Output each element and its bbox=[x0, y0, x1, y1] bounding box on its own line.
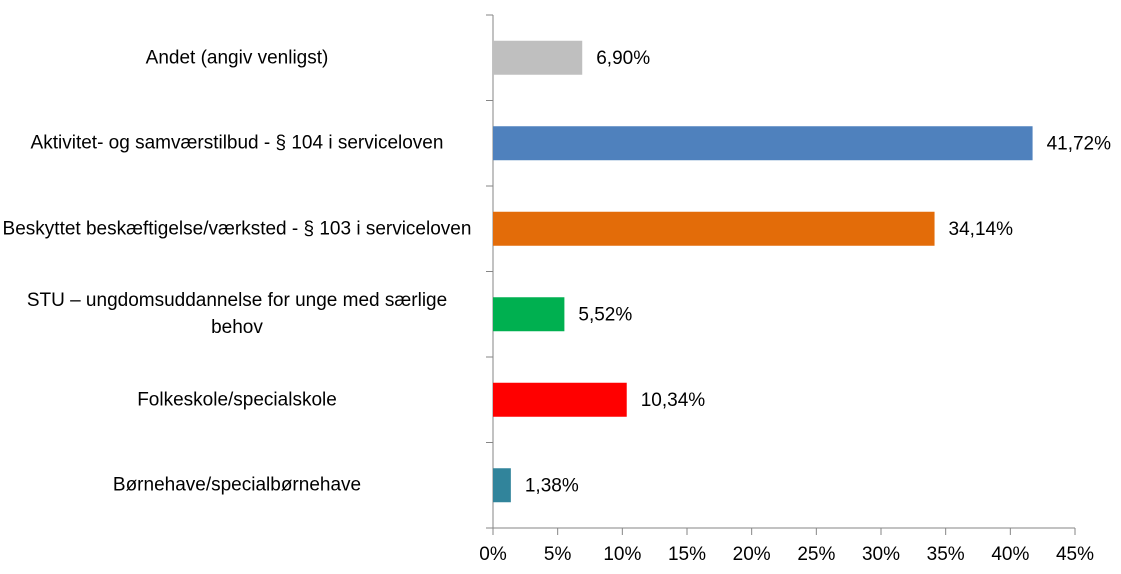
x-tick-label: 40% bbox=[991, 544, 1029, 565]
bar bbox=[493, 297, 565, 332]
x-tick-label: 5% bbox=[544, 544, 572, 565]
y-tick-label: STU – ungdomsuddannelse for unge med sær… bbox=[26, 290, 448, 339]
x-tick-label: 25% bbox=[797, 544, 835, 565]
data-label: 1,38% bbox=[525, 475, 579, 496]
x-tick-label: 30% bbox=[862, 544, 900, 565]
y-tick-label: Børnehave/specialbørnehave bbox=[112, 474, 362, 496]
x-tick-label: 0% bbox=[479, 544, 507, 565]
data-label: 10,34% bbox=[641, 390, 706, 411]
x-tick-label: 20% bbox=[733, 544, 771, 565]
bar bbox=[493, 468, 511, 503]
bar bbox=[493, 40, 583, 75]
x-tick-label: 10% bbox=[603, 544, 641, 565]
data-label: 6,90% bbox=[596, 48, 650, 69]
x-tick-label: 45% bbox=[1056, 544, 1094, 565]
y-tick-label: Andet (angiv venligst) bbox=[145, 47, 329, 69]
data-label: 5,52% bbox=[578, 304, 632, 325]
bar bbox=[493, 211, 935, 246]
y-tick-label: Aktivitet- og samværstilbud - § 104 i se… bbox=[30, 132, 444, 154]
bar bbox=[493, 126, 1033, 161]
x-tick-label: 35% bbox=[927, 544, 965, 565]
x-tick-label: 15% bbox=[668, 544, 706, 565]
bar bbox=[493, 382, 627, 417]
data-label: 34,14% bbox=[949, 219, 1014, 240]
data-label: 41,72% bbox=[1047, 133, 1112, 154]
y-tick-label: Folkeskole/specialskole bbox=[137, 389, 337, 411]
y-tick-label: Beskyttet beskæftigelse/værksted - § 103… bbox=[2, 218, 472, 240]
